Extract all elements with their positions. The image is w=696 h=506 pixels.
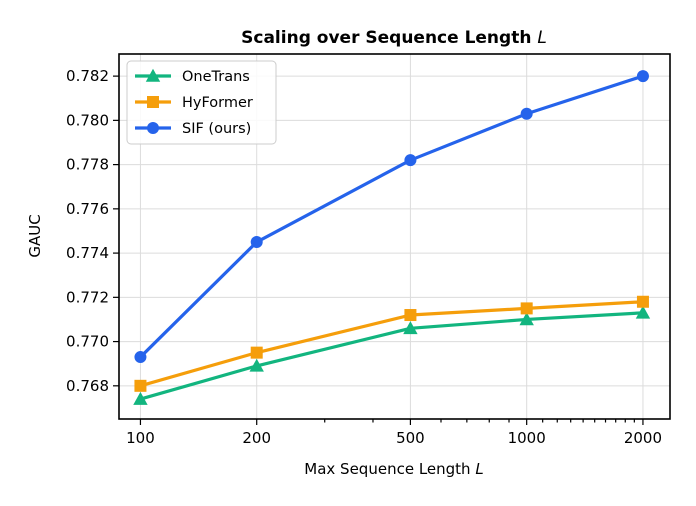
legend-marker-sif-ours <box>147 122 159 134</box>
x-tick-label: 200 <box>242 429 271 447</box>
legend-box <box>126 60 277 145</box>
y-tick-label: 0.782 <box>66 67 109 85</box>
series-sif-ours <box>134 70 649 364</box>
data-point-onetrans <box>519 312 534 326</box>
data-point-onetrans <box>249 358 264 372</box>
data-point-sif-ours <box>404 154 417 167</box>
y-axis-label: GAUC <box>26 214 44 257</box>
y-tick-label: 0.774 <box>66 244 109 262</box>
chart-title: Scaling over Sequence Length L <box>241 28 547 48</box>
legend-label-onetrans: OneTrans <box>182 69 250 85</box>
y-tick-label: 0.778 <box>66 156 109 174</box>
data-point-hyformer <box>636 295 649 308</box>
data-point-sif-ours <box>636 70 649 83</box>
data-point-onetrans <box>133 391 148 405</box>
data-point-onetrans <box>635 305 651 319</box>
x-tick-label: 1000 <box>508 429 546 447</box>
data-point-sif-ours <box>520 107 533 120</box>
series-line-hyformer <box>138 300 645 388</box>
y-axis: 0.768 0.770 0.772 0.774 0.776 0.778 0.780 0.782 <box>66 67 119 395</box>
data-point-onetrans <box>403 321 418 335</box>
data-point-sif-ours <box>250 236 263 249</box>
legend-marker-onetrans <box>145 68 161 82</box>
data-point-sif-ours <box>134 351 147 364</box>
x-tick-label: 100 <box>126 429 155 447</box>
data-point-hyformer <box>404 309 417 322</box>
data-point-hyformer <box>134 379 147 392</box>
data-point-hyformer <box>520 302 533 315</box>
y-tick-label: 0.776 <box>66 200 109 218</box>
x-tick-label: 2000 <box>624 429 662 447</box>
legend-label-sif-ours: SIF (ours) <box>182 121 251 137</box>
y-tick-label: 0.768 <box>66 377 109 395</box>
legend-marker-hyformer <box>147 96 159 108</box>
data-point-hyformer <box>250 346 263 359</box>
series-hyformer <box>134 295 649 392</box>
x-axis: 100 200 500 1000 2000 <box>126 419 662 447</box>
y-tick-label: 0.780 <box>66 111 109 129</box>
y-tick-label: 0.772 <box>66 288 109 306</box>
x-axis-label: Max Sequence Length L <box>304 460 483 478</box>
legend: OneTrans HyFormer SIF (ours) <box>126 60 277 145</box>
y-tick-label: 0.770 <box>66 333 109 351</box>
plot-frame <box>118 53 671 420</box>
series-onetrans <box>133 305 651 405</box>
series-layer <box>133 70 651 405</box>
legend-label-hyformer: HyFormer <box>182 95 253 111</box>
x-tick-label: 500 <box>396 429 425 447</box>
